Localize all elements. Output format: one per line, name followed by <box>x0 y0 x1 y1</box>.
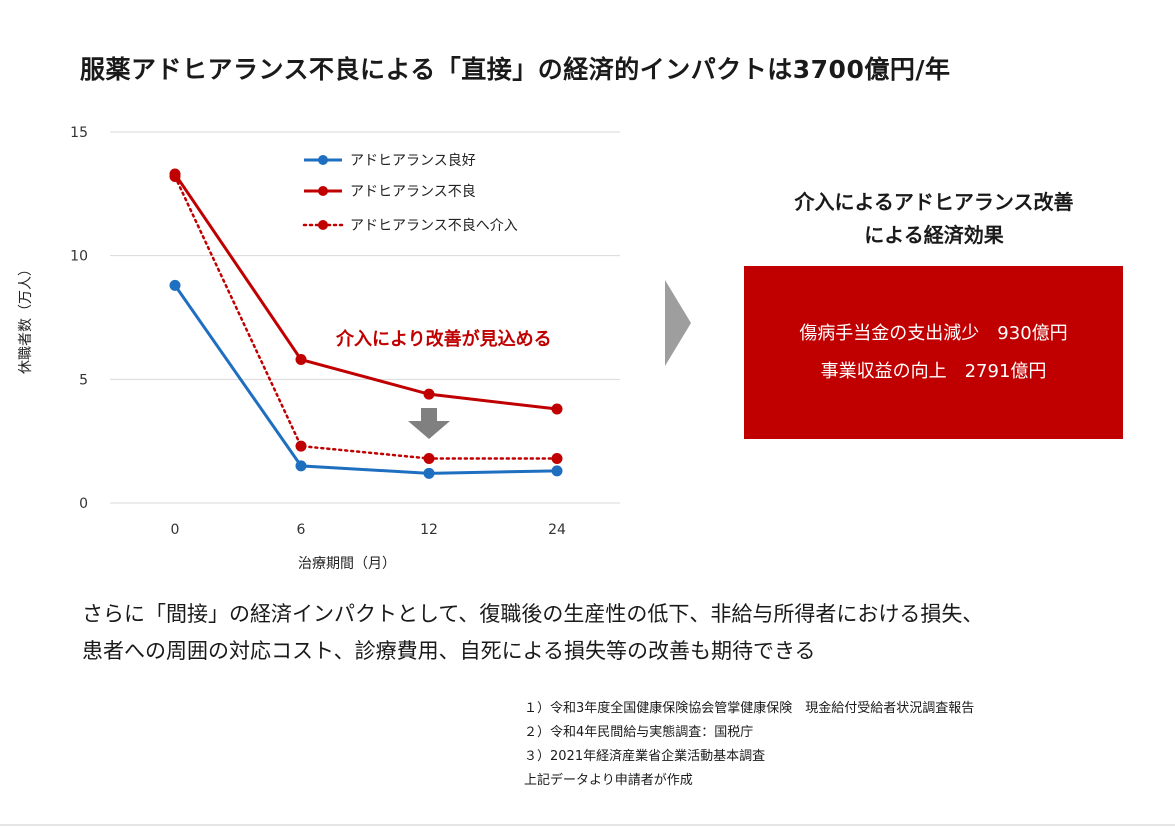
line-chart: 0 5 10 15 0 6 12 24 治療期間（月） 休職者数（万人） アドヒアランス良好… <box>18 125 620 572</box>
body-line-2: 患者への周囲の対応コスト、診療費用、自死による損失等の改善も期待できる <box>82 639 816 663</box>
effect-heading-line1: 介入によるアドヒアランス改善 <box>794 190 1074 214</box>
x-tick-24: 24 <box>548 522 566 538</box>
series-line-1 <box>173 173 558 411</box>
footnote-4: 上記データより申請者が作成 <box>524 773 693 788</box>
series-2-point-6 <box>295 440 307 452</box>
series-2-point-24 <box>551 452 563 464</box>
series-0-point-24 <box>551 465 563 477</box>
effect-line-benefit: 傷病手当金の支出減少 930億円 <box>799 322 1068 344</box>
effect-line-revenue: 事業収益の向上 2791億円 <box>820 360 1047 382</box>
right-arrow-icon <box>665 280 691 366</box>
effect-heading: 介入によるアドヒアランス改善 による経済効果 <box>745 186 1123 252</box>
y-axis-label: 休職者数（万人） <box>18 262 34 374</box>
series-0-point-6 <box>295 460 307 472</box>
footnote-1: １）令和3年度全国健康保険協会管掌健康保険 現金給付受給者状況調査報告 <box>524 701 975 716</box>
body-line-1: さらに「間接」の経済インパクトとして、復職後の生産性の低下、非給与所得者における… <box>82 602 984 626</box>
bottom-divider <box>0 824 1175 826</box>
y-tick-0: 0 <box>79 496 88 512</box>
legend-marker-1 <box>318 186 328 196</box>
effect-heading-line2: による経済効果 <box>864 223 1004 247</box>
x-tick-12: 12 <box>420 522 438 538</box>
series-0-point-12 <box>423 467 435 479</box>
page-title: 服薬アドヒアランス不良による「直接」の経済的インパクトは3700億円/年 <box>80 55 951 84</box>
footnotes: １）令和3年度全国健康保険協会管掌健康保険 現金給付受給者状況調査報告 ２）令和… <box>524 697 974 793</box>
legend-marker-0 <box>318 155 328 165</box>
series-1-point-12 <box>423 388 435 400</box>
x-tick-0: 0 <box>171 522 180 538</box>
series-1-point-0 <box>169 168 181 180</box>
indirect-impact-text: さらに「間接」の経済インパクトとして、復職後の生産性の低下、非給与所得者における… <box>82 596 1167 670</box>
series-0-point-0 <box>169 279 181 291</box>
series-line-0 <box>173 284 558 475</box>
footnote-3: ３）2021年経済産業省企業活動基本調査 <box>524 749 766 764</box>
footnote-2: ２）令和4年民間給与実態調査：国税庁 <box>524 725 754 740</box>
down-arrow-icon <box>408 408 450 439</box>
y-tick-15: 15 <box>70 125 88 141</box>
series-2-point-12 <box>423 452 435 464</box>
series-1-point-6 <box>295 354 307 366</box>
y-tick-10: 10 <box>70 249 88 265</box>
legend-label-2: アドヒアランス不良へ介入 <box>350 218 518 234</box>
chart-annotation: 介入により改善が見込める <box>335 328 552 350</box>
legend-label-0: アドヒアランス良好 <box>350 153 476 169</box>
y-tick-5: 5 <box>79 372 88 388</box>
x-axis-label: 治療期間（月） <box>298 555 396 572</box>
series-1-point-24 <box>551 403 563 415</box>
effect-box: 傷病手当金の支出減少 930億円 事業収益の向上 2791億円 <box>744 266 1123 439</box>
legend-marker-2 <box>318 220 328 230</box>
series-line-2 <box>173 175 559 460</box>
legend-label-1: アドヒアランス不良 <box>350 184 476 200</box>
x-tick-6: 6 <box>297 522 306 538</box>
